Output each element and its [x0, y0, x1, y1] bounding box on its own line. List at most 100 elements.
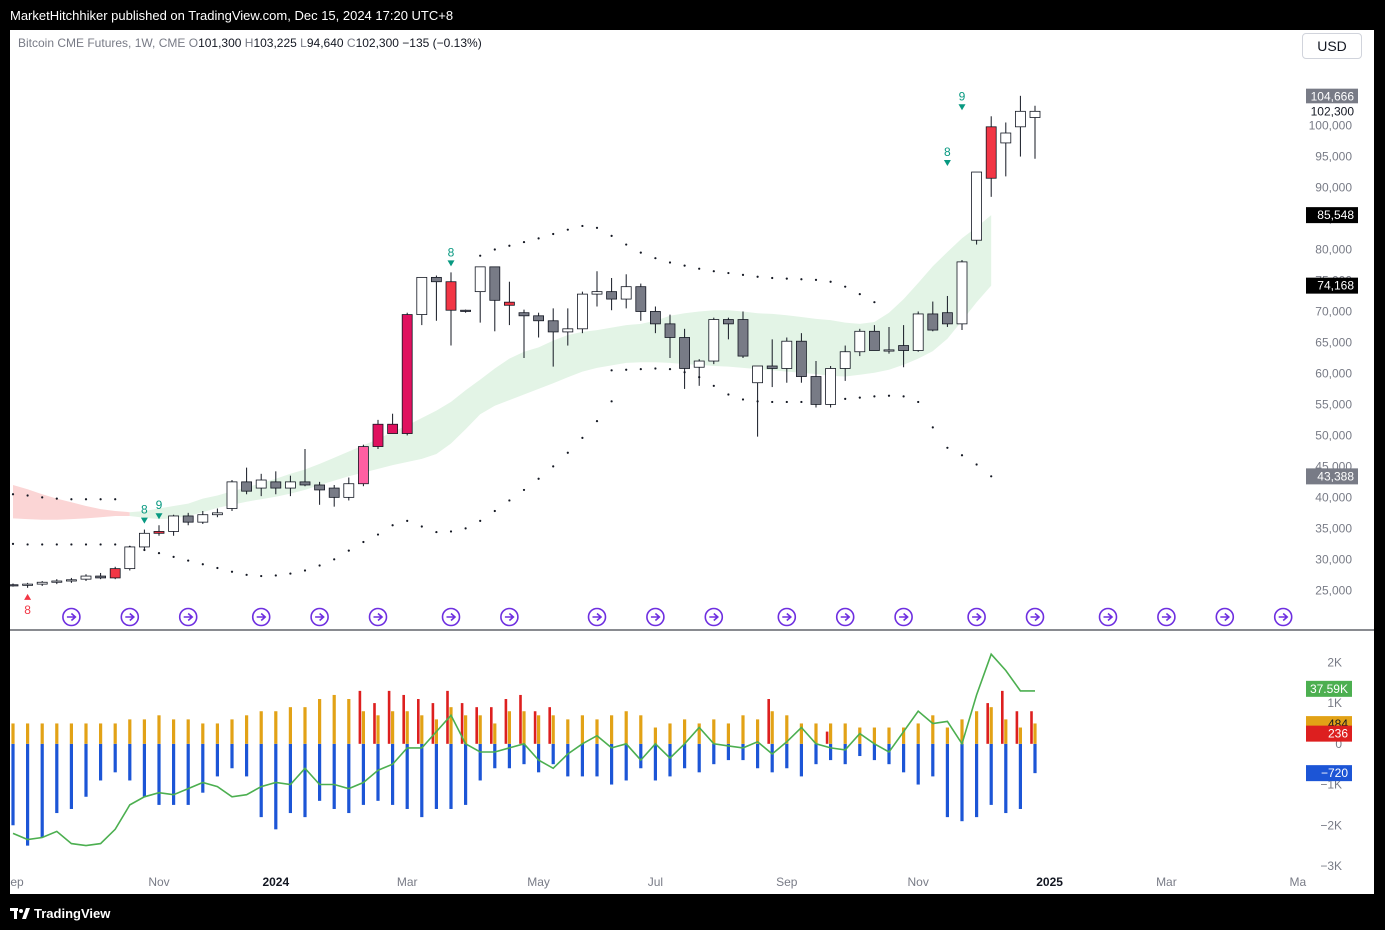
candle[interactable] [796, 333, 807, 383]
candle-body[interactable] [255, 479, 267, 489]
candle-body[interactable] [1015, 110, 1026, 128]
signal-marker-icon[interactable] [1157, 607, 1176, 627]
candle[interactable] [679, 328, 690, 389]
candle-body[interactable] [956, 261, 968, 325]
signal-marker-icon[interactable] [894, 607, 913, 627]
candle[interactable] [416, 276, 428, 326]
candle-body[interactable] [80, 575, 92, 580]
candle[interactable] [445, 272, 457, 346]
signal-marker-icon[interactable] [1098, 607, 1118, 627]
signal-marker-icon[interactable] [835, 607, 855, 627]
candle[interactable] [518, 309, 530, 358]
candle[interactable] [138, 529, 150, 551]
candle-body[interactable] [562, 328, 574, 333]
candle[interactable] [328, 484, 340, 507]
candle-body[interactable] [839, 351, 851, 369]
candle-body[interactable] [138, 532, 150, 548]
candle-body[interactable] [22, 583, 34, 586]
candle[interactable] [153, 525, 165, 536]
candle-body[interactable] [869, 330, 880, 351]
candle[interactable] [737, 311, 749, 358]
candle[interactable] [401, 312, 413, 436]
candle-body[interactable] [36, 581, 48, 585]
signal-marker-icon[interactable] [178, 607, 198, 627]
candle[interactable] [95, 572, 106, 580]
candle-body[interactable] [577, 293, 588, 330]
candle[interactable] [460, 309, 472, 313]
candle[interactable] [387, 413, 399, 434]
candle-body[interactable] [591, 291, 603, 295]
candle-body[interactable] [182, 515, 194, 523]
candle[interactable] [650, 306, 661, 334]
candle[interactable] [168, 514, 180, 536]
candle-body[interactable] [401, 314, 413, 434]
signal-marker-icon[interactable] [646, 607, 665, 627]
candle[interactable] [124, 545, 136, 571]
signal-marker-icon[interactable] [500, 607, 519, 627]
candle[interactable] [270, 471, 282, 495]
candle[interactable] [10, 583, 19, 587]
candle-body[interactable] [679, 337, 690, 369]
candle-body[interactable] [124, 546, 136, 570]
candle[interactable] [489, 266, 501, 332]
candle-body[interactable] [693, 360, 705, 368]
candle-body[interactable] [927, 313, 939, 331]
candle-body[interactable] [343, 483, 355, 498]
candle[interactable] [606, 278, 617, 311]
candle-body[interactable] [796, 340, 807, 377]
candle[interactable] [197, 510, 209, 525]
candle-body[interactable] [766, 365, 778, 369]
candle[interactable] [577, 291, 588, 334]
signal-marker-icon[interactable] [1215, 607, 1235, 627]
candle[interactable] [898, 325, 909, 368]
signal-marker-icon[interactable] [1025, 607, 1045, 627]
candle-body[interactable] [898, 345, 909, 351]
candle[interactable] [708, 317, 720, 365]
candle-body[interactable] [737, 319, 749, 357]
signal-marker-icon[interactable] [310, 607, 329, 627]
candle-body[interactable] [752, 365, 763, 384]
candle-body[interactable] [284, 481, 296, 489]
signal-marker-icon[interactable] [1273, 607, 1293, 627]
candle-body[interactable] [357, 446, 369, 485]
candle[interactable] [1029, 105, 1041, 159]
signal-marker-icon[interactable] [368, 607, 388, 627]
candle[interactable] [810, 361, 822, 408]
signal-marker-icon[interactable] [587, 607, 607, 627]
candle[interactable] [547, 308, 559, 367]
candle-body[interactable] [197, 514, 209, 523]
candle[interactable] [1015, 95, 1026, 157]
candle-body[interactable] [635, 286, 647, 312]
candle-body[interactable] [518, 312, 530, 317]
candle-body[interactable] [299, 481, 311, 486]
candle[interactable] [533, 312, 544, 338]
signal-marker-icon[interactable] [120, 607, 140, 627]
candle-body[interactable] [241, 481, 253, 492]
candle[interactable] [430, 275, 442, 321]
candle-body[interactable] [474, 266, 486, 293]
candles[interactable] [10, 95, 1041, 588]
signal-marker-icon[interactable] [441, 607, 461, 627]
candle-body[interactable] [372, 423, 384, 447]
candle[interactable] [912, 311, 924, 352]
candle-body[interactable] [781, 340, 793, 369]
candle[interactable] [299, 449, 311, 487]
candle-body[interactable] [723, 319, 734, 325]
candle-body[interactable] [883, 349, 895, 352]
tradingview-logo[interactable]: TradingView [10, 906, 110, 921]
candle-body[interactable] [854, 330, 866, 353]
candle[interactable] [562, 308, 574, 346]
candle-body[interactable] [387, 423, 399, 434]
candle[interactable] [372, 419, 384, 450]
currency-button[interactable]: USD [1302, 33, 1362, 59]
candle[interactable] [226, 480, 238, 511]
candle[interactable] [942, 295, 953, 327]
candle-body[interactable] [533, 315, 544, 322]
candle[interactable] [211, 508, 223, 518]
candle-body[interactable] [10, 584, 19, 587]
candle-body[interactable] [971, 171, 982, 241]
candle[interactable] [635, 283, 647, 321]
